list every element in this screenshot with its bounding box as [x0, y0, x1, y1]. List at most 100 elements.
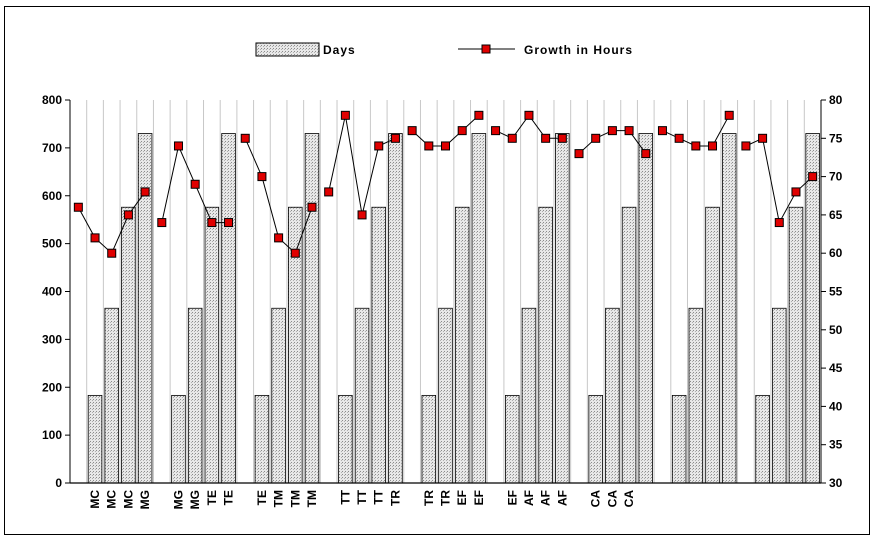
x-tick-label: EF: [505, 490, 519, 505]
x-tick-label: TT: [372, 489, 386, 504]
x-tick-label: TM: [305, 490, 319, 507]
bar-days: [104, 307, 119, 484]
x-tick-label: AF: [555, 490, 569, 506]
growth-marker: [557, 133, 567, 143]
growth-marker: [624, 126, 634, 136]
x-tick-label: TR: [439, 490, 453, 506]
legend-growth-label: Growth in Hours: [524, 43, 633, 57]
growth-marker: [774, 218, 784, 228]
y-right-tick-label: 60: [829, 246, 843, 260]
bar-days: [621, 206, 637, 484]
bar-days: [221, 133, 236, 484]
y-left-tick-label: 200: [42, 380, 62, 394]
bar-days: [671, 394, 687, 484]
x-tick-label: MC: [121, 490, 135, 509]
y-right-tick-label: 45: [829, 361, 843, 375]
growth-marker: [708, 141, 718, 151]
growth-marker: [274, 233, 284, 243]
y-right-tick-label: 50: [829, 323, 843, 337]
bar-days: [805, 133, 820, 484]
legend-days-swatch: [255, 42, 320, 57]
bar-days: [638, 133, 654, 484]
growth-marker: [791, 187, 801, 197]
legend-days-label: Days: [323, 43, 356, 57]
growth-marker: [324, 187, 334, 197]
x-tick-label: TE: [222, 490, 236, 505]
bar-days: [388, 133, 403, 484]
bar-days: [788, 206, 804, 484]
y-right-tick-label: 75: [829, 131, 843, 145]
bar-days: [772, 307, 787, 484]
growth-marker: [541, 133, 551, 143]
x-tick-label: TT: [338, 489, 352, 504]
x-tick-label: TM: [288, 490, 302, 507]
growth-marker: [524, 110, 534, 120]
y-left-tick-label: 800: [42, 93, 62, 107]
x-tick-label: TM: [272, 490, 286, 507]
x-tick-label: TE: [255, 490, 269, 505]
legend-growth-marker: [481, 44, 491, 54]
legend: Days Growth in Hours: [255, 42, 633, 57]
growth-marker: [190, 179, 200, 189]
growth-marker: [140, 187, 150, 197]
bar-days: [505, 394, 520, 484]
growth-marker: [808, 172, 818, 182]
bar-days: [438, 307, 453, 484]
x-tick-label: MC: [88, 490, 102, 509]
growth-line-segment: [328, 115, 396, 216]
bar-days: [705, 206, 720, 484]
growth-marker: [307, 202, 317, 212]
growth-marker: [641, 149, 651, 159]
growth-marker: [457, 126, 467, 136]
growth-marker: [407, 126, 417, 136]
growth-marker: [591, 133, 601, 143]
growth-marker: [290, 248, 300, 258]
growth-marker: [691, 141, 701, 151]
bar-days: [338, 394, 353, 484]
x-tick-label: TR: [422, 490, 436, 506]
bar-days: [137, 133, 153, 484]
bar-days: [555, 133, 570, 484]
growth-marker: [607, 126, 617, 136]
growth-marker: [173, 141, 183, 151]
growth-marker: [724, 110, 734, 120]
growth-marker: [340, 110, 350, 120]
growth-marker: [474, 110, 484, 120]
x-tick-label: EF: [455, 490, 469, 505]
x-tick-label: CA: [622, 490, 636, 508]
growth-marker: [758, 133, 768, 143]
growth-marker: [207, 218, 217, 228]
y-right-tick-label: 35: [829, 438, 843, 452]
growth-marker: [390, 133, 400, 143]
growth-marker: [357, 210, 367, 220]
y-left-tick-label: 100: [42, 428, 62, 442]
y-right-tick-label: 40: [829, 399, 843, 413]
growth-line-segment: [411, 114, 480, 147]
growth-marker: [157, 218, 167, 228]
y-right-tick-label: 30: [829, 476, 843, 490]
growth-marker: [123, 210, 133, 220]
bar-days: [721, 133, 737, 484]
bar-days: [688, 307, 704, 484]
growth-marker: [507, 133, 517, 143]
x-tick-label: EF: [472, 490, 486, 505]
y-right-tick-label: 70: [829, 170, 843, 184]
bar-days: [755, 394, 770, 484]
bar-days: [87, 394, 103, 484]
growth-marker: [224, 218, 234, 228]
x-tick-label: TT: [355, 489, 369, 504]
x-tick-label: TE: [205, 490, 219, 505]
bar-days: [454, 206, 470, 484]
y-left-tick-label: 600: [42, 189, 62, 203]
x-tick-label: MG: [138, 490, 152, 509]
bar-days: [471, 133, 487, 484]
y-left-tick-label: 700: [42, 141, 62, 155]
growth-marker: [424, 141, 434, 151]
y-left-tick-label: 0: [55, 476, 62, 490]
growth-marker: [741, 141, 751, 151]
bar-days: [421, 394, 437, 484]
growth-marker: [674, 133, 684, 143]
bar-days: [588, 394, 603, 484]
growth-marker: [574, 149, 584, 159]
